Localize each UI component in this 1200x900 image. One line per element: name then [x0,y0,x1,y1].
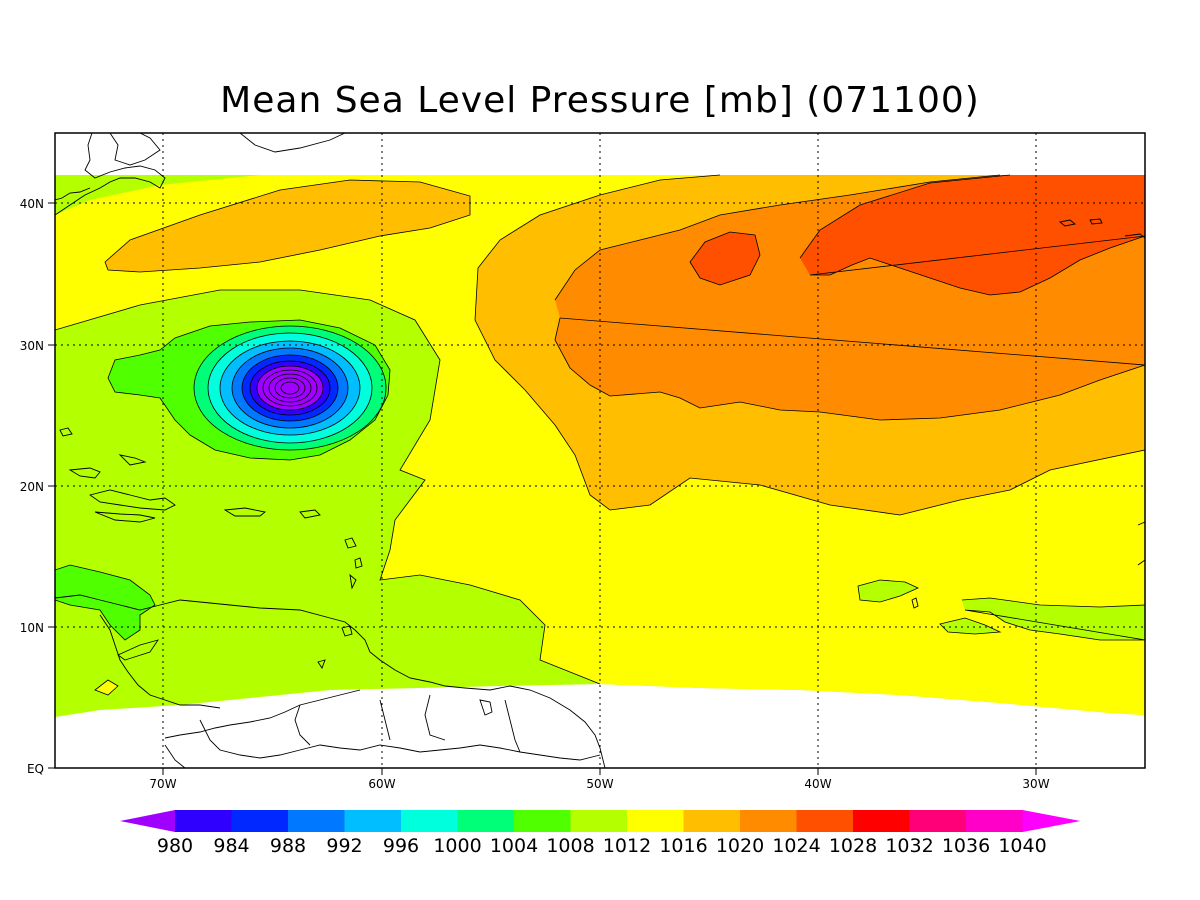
colorbar-swatch [344,810,402,832]
colorbar-swatch [288,810,345,832]
pressure-band-1008-east [962,598,1145,640]
colorbar-label: 1008 [546,835,594,857]
lon-label-50w: 50W [586,777,613,791]
colorbar-label: 1020 [716,835,764,857]
coastlines [55,133,1145,768]
pressure-band-1008-east3 [858,580,918,602]
colorbar: 980 984 988 992 996 1000 1004 1008 1012 1016 1020 1… [120,810,1081,857]
lat-label-30n: 30N [20,339,44,353]
pressure-band-1024-mid [690,232,760,285]
tick-marks [48,202,1037,775]
colorbar-label: 1000 [433,835,481,857]
colorbar-label: 988 [270,835,306,857]
colorbar-swatch [627,810,684,832]
pressure-band-1012-spot [95,680,118,695]
lon-label-40w: 40W [804,777,831,791]
colorbar-swatch [514,810,571,832]
colorbar-swatch [175,810,232,832]
low-ring [280,381,300,395]
colorbar-label: 1012 [603,835,651,857]
colorbar-swatch [909,810,967,832]
hurricane-low [193,325,387,451]
pressure-band-1004-west [55,565,155,640]
pressure-field [55,133,1145,768]
lat-label-40n: 40N [20,197,44,211]
colorbar-swatch [853,810,910,832]
colorbar-label: 1016 [659,835,707,857]
lon-label-30w: 30W [1022,777,1049,791]
lon-label-70w: 70W [149,777,176,791]
colorbar-swatch [683,810,741,832]
colorbar-label: 992 [326,835,362,857]
pressure-band-1016-nw [105,180,470,272]
colorbar-label: 984 [213,835,249,857]
pressure-band-1008-east2 [940,618,1000,634]
colorbar-high-arrow [1022,810,1081,832]
lat-label-10n: 10N [20,621,44,635]
colorbar-low-arrow [120,810,175,832]
lat-label-eq: EQ [27,762,44,776]
pressure-band-1008-spot [118,640,158,660]
colorbar-label: 980 [157,835,193,857]
lat-label-20n: 20N [20,480,44,494]
colorbar-label: 1024 [772,835,820,857]
colorbar-swatch [966,810,1023,832]
colorbar-swatch [796,810,854,832]
colorbar-label: 1028 [829,835,877,857]
colorbar-swatch [401,810,458,832]
colorbar-swatch [231,810,289,832]
colorbar-label: 1040 [998,835,1046,857]
colorbar-swatch [740,810,797,832]
colorbar-label: 1036 [942,835,990,857]
pressure-band-1024-ne [800,175,1145,295]
map-title: Mean Sea Level Pressure [mb] (071100) [220,80,980,121]
lon-label-60w: 60W [368,777,395,791]
colorbar-label: 996 [383,835,419,857]
colorbar-label: 1032 [885,835,933,857]
colorbar-swatch [457,810,515,832]
contour-lines [55,174,1145,696]
colorbar-label: 1004 [490,835,538,857]
graticule [55,133,1145,768]
colorbar-swatch [570,810,628,832]
